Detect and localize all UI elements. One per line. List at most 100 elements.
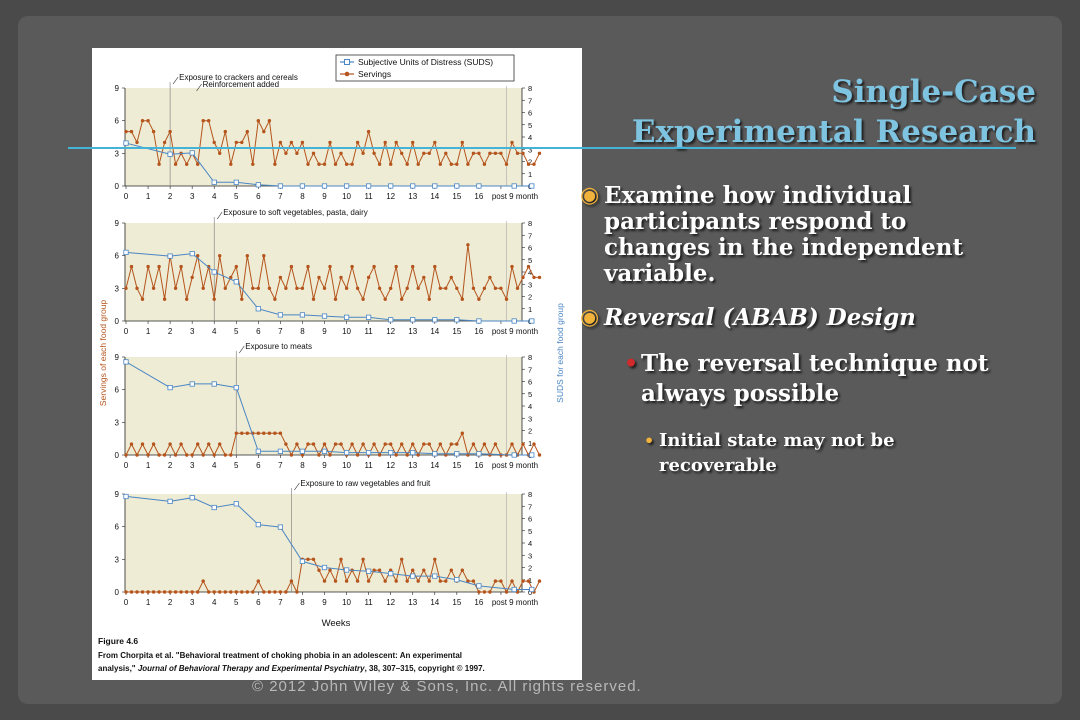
servings-point (273, 297, 277, 301)
y-left-tick-label: 9 (115, 219, 120, 228)
suds-point (388, 449, 394, 456)
servings-point (151, 590, 156, 594)
y-right-tick-label: 7 (528, 365, 532, 374)
servings-point (124, 286, 128, 290)
y-left-tick-label: 6 (115, 386, 120, 395)
y-right-tick-label: 4 (528, 402, 532, 411)
servings-point (438, 579, 442, 583)
x-tick-label: 5 (234, 192, 239, 201)
servings-point (146, 119, 150, 123)
y-right-tick-label: 8 (528, 353, 532, 362)
suds-point (123, 359, 129, 365)
legend-marker-servings (344, 71, 350, 77)
servings-point (526, 264, 531, 269)
servings-point (416, 453, 420, 457)
suds-point (529, 183, 535, 189)
y-right-tick-label: 6 (528, 378, 532, 387)
x-tick-label: 1 (146, 461, 151, 470)
copyright-footer: © 2012 John Wiley & Sons, Inc. All right… (252, 678, 642, 695)
servings-point (129, 264, 134, 269)
servings-point (372, 568, 376, 572)
servings-point (460, 140, 464, 145)
suds-point (454, 183, 460, 189)
servings-point (422, 275, 426, 280)
sub-bullet-1: • The reversal technique not always poss… (624, 349, 1021, 409)
servings-point (422, 151, 426, 155)
servings-point (389, 442, 393, 446)
servings-point (300, 453, 305, 457)
suds-point (123, 249, 129, 255)
servings-point (267, 286, 272, 290)
servings-point (267, 119, 272, 123)
servings-point (460, 297, 464, 301)
x-tick-label: 6 (256, 598, 261, 607)
servings-point (129, 590, 134, 594)
servings-point (339, 442, 343, 446)
servings-point (190, 590, 194, 594)
phase-annotation: Reinforcement added (203, 80, 279, 89)
servings-point (339, 275, 343, 280)
suds-point (277, 312, 283, 318)
servings-point (389, 286, 393, 290)
suds-line (125, 495, 532, 590)
figure-caption-line1: From Chorpita et al. "Behavioral treatme… (98, 651, 462, 660)
servings-point (482, 162, 487, 166)
servings-point (173, 162, 178, 166)
suds-point (299, 183, 305, 189)
slide: Subjective Units of Distress (SUDS) Serv… (18, 16, 1062, 704)
y-right-tick-label: 3 (528, 280, 532, 289)
servings-point (306, 162, 310, 166)
servings-point (521, 579, 525, 583)
servings-point (493, 151, 498, 155)
servings-point (438, 162, 442, 166)
servings-point (140, 119, 145, 123)
servings-point (482, 286, 487, 290)
servings-point (284, 590, 288, 594)
servings-point (262, 431, 266, 435)
servings-point (383, 442, 387, 446)
servings-point (510, 264, 514, 269)
servings-point (251, 286, 255, 290)
servings-line (125, 244, 540, 301)
y-right-tick-label: 5 (528, 390, 532, 399)
servings-point (311, 151, 316, 155)
suds-point (123, 140, 129, 146)
servings-point (157, 590, 161, 594)
x-tick-label: 16 (474, 327, 483, 336)
servings-point (289, 453, 294, 457)
servings-point (466, 243, 470, 247)
suds-point (410, 183, 416, 189)
servings-point (234, 140, 238, 145)
suds-point (432, 451, 438, 457)
servings-point (273, 431, 277, 435)
servings-point (383, 297, 387, 301)
y-right-tick-label: 6 (528, 515, 532, 524)
servings-point (201, 453, 205, 457)
servings-point (471, 151, 476, 155)
servings-point (295, 286, 299, 290)
x-tick-label: 8 (300, 327, 305, 336)
servings-point (372, 442, 376, 446)
x-tick-label: 3 (190, 327, 195, 336)
servings-point (455, 442, 459, 446)
servings-point (322, 442, 327, 446)
suds-point (233, 384, 239, 391)
servings-point (532, 442, 536, 446)
annotation-arrow (196, 83, 202, 92)
servings-point (317, 568, 321, 572)
servings-point (400, 442, 404, 446)
suds-point (255, 182, 261, 188)
suds-point (343, 183, 350, 189)
x-tick-label: 6 (256, 192, 261, 201)
suds-point (511, 183, 517, 189)
suds-point (255, 521, 261, 528)
servings-point (493, 579, 498, 583)
servings-point (521, 275, 525, 280)
servings-point (218, 590, 222, 594)
servings-point (449, 275, 453, 280)
servings-point (383, 579, 387, 583)
servings-point (427, 442, 431, 446)
x-tick-label: 5 (234, 327, 239, 336)
servings-point (416, 286, 420, 290)
x-tick-label: 9 (322, 461, 327, 470)
